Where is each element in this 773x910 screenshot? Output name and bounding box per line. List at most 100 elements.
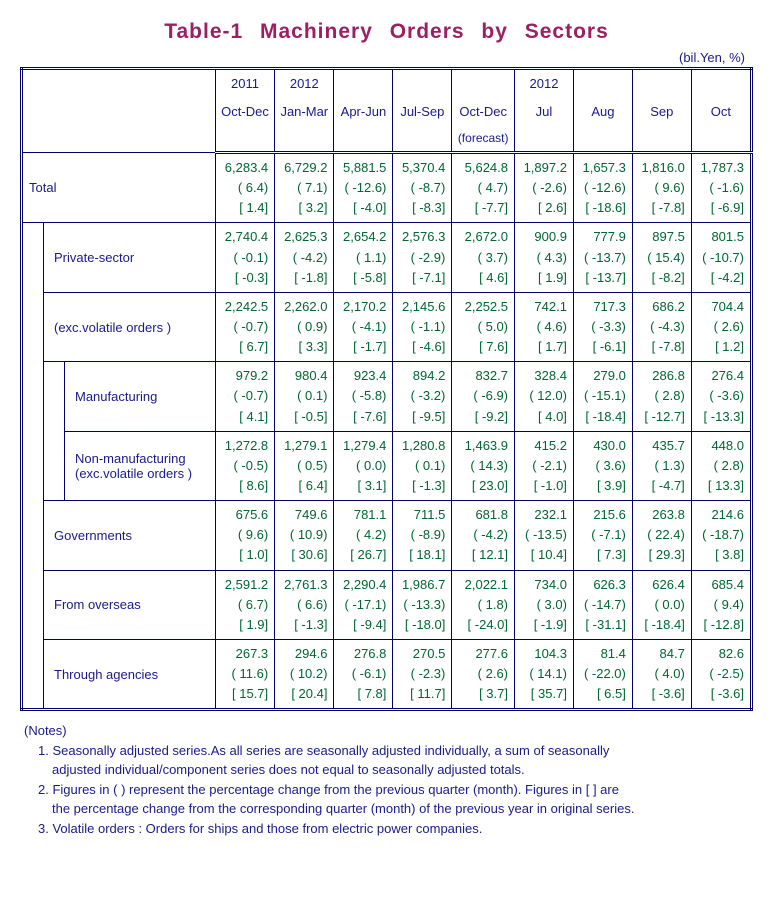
unit-label: (bil.Yen, %) bbox=[20, 50, 753, 65]
col-top-7 bbox=[632, 69, 691, 98]
indent-spacer bbox=[44, 431, 65, 500]
data-cell: 923.4( -5.8)[ -7.6] bbox=[334, 362, 393, 431]
data-cell: 104.3( 14.1)[ 35.7] bbox=[515, 639, 574, 709]
col-sub-8 bbox=[691, 125, 751, 153]
data-cell: 2,242.5( -0.7)[ 6.7] bbox=[215, 292, 274, 361]
note-line: adjusted individual/component series doe… bbox=[52, 760, 753, 780]
row-label: Private-sector bbox=[44, 223, 216, 292]
data-cell: 415.2( -2.1)[ -1.0] bbox=[515, 431, 574, 500]
indent-spacer bbox=[22, 431, 44, 500]
data-cell: 294.6( 10.2)[ 20.4] bbox=[275, 639, 334, 709]
data-cell: 781.1( 4.2)[ 26.7] bbox=[334, 501, 393, 570]
data-cell: 1,657.3( -12.6)[ -18.6] bbox=[573, 153, 632, 223]
data-cell: 2,145.6( -1.1)[ -4.6] bbox=[393, 292, 452, 361]
table-row: (exc.volatile orders )2,242.5( -0.7)[ 6.… bbox=[22, 292, 752, 361]
data-cell: 894.2( -3.2)[ -9.5] bbox=[393, 362, 452, 431]
data-cell: 448.0( 2.8)[ 13.3] bbox=[691, 431, 751, 500]
indent-spacer bbox=[22, 223, 44, 292]
data-cell: 801.5( -10.7)[ -4.2] bbox=[691, 223, 751, 292]
data-cell: 749.6( 10.9)[ 30.6] bbox=[275, 501, 334, 570]
table-title: Table-1 Machinery Orders by Sectors bbox=[20, 20, 753, 44]
row-label: Governments bbox=[44, 501, 216, 570]
indent-spacer bbox=[44, 362, 65, 431]
data-cell: 2,170.2( -4.1)[ -1.7] bbox=[334, 292, 393, 361]
data-cell: 5,370.4( -8.7)[ -8.3] bbox=[393, 153, 452, 223]
data-cell: 286.8( 2.8)[ -12.7] bbox=[632, 362, 691, 431]
indent-spacer bbox=[22, 501, 44, 570]
data-cell: 1,272.8( -0.5)[ 8.6] bbox=[215, 431, 274, 500]
data-cell: 2,576.3( -2.9)[ -7.1] bbox=[393, 223, 452, 292]
data-cell: 2,654.2( 1.1)[ -5.8] bbox=[334, 223, 393, 292]
table-body: Total6,283.4( 6.4)[ 1.4]6,729.2( 7.1)[ 3… bbox=[22, 153, 752, 710]
data-cell: 980.4( 0.1)[ -0.5] bbox=[275, 362, 334, 431]
col-bot-8: Oct bbox=[691, 98, 751, 126]
data-cell: 685.4( 9.4)[ -12.8] bbox=[691, 570, 751, 639]
col-top-2 bbox=[334, 69, 393, 98]
data-cell: 681.8( -4.2)[ 12.1] bbox=[452, 501, 515, 570]
data-cell: 900.9( 4.3)[ 1.9] bbox=[515, 223, 574, 292]
col-bot-7: Sep bbox=[632, 98, 691, 126]
data-cell: 215.6( -7.1)[ 7.3] bbox=[573, 501, 632, 570]
data-cell: 276.4( -3.6)[ -13.3] bbox=[691, 362, 751, 431]
data-cell: 2,591.2( 6.7)[ 1.9] bbox=[215, 570, 274, 639]
data-cell: 1,787.3( -1.6)[ -6.9] bbox=[691, 153, 751, 223]
data-cell: 430.0( 3.6)[ 3.9] bbox=[573, 431, 632, 500]
data-cell: 1,463.9( 14.3)[ 23.0] bbox=[452, 431, 515, 500]
col-top-6 bbox=[573, 69, 632, 98]
data-cell: 1,279.4( 0.0)[ 3.1] bbox=[334, 431, 393, 500]
col-top-0: 2011 bbox=[215, 69, 274, 98]
row-label: Manufacturing bbox=[65, 362, 216, 431]
data-cell: 777.9( -13.7)[ -13.7] bbox=[573, 223, 632, 292]
notes-head: (Notes) bbox=[24, 721, 753, 741]
data-cell: 734.0( 3.0)[ -1.9] bbox=[515, 570, 574, 639]
data-cell: 626.4( 0.0)[ -18.4] bbox=[632, 570, 691, 639]
orders-table: 2011 2012 2012 Oct-Dec Jan-Mar Apr-Jun J… bbox=[20, 67, 753, 711]
data-cell: 2,262.0( 0.9)[ 3.3] bbox=[275, 292, 334, 361]
data-cell: 717.3( -3.3)[ -6.1] bbox=[573, 292, 632, 361]
data-cell: 2,022.1( 1.8)[ -24.0] bbox=[452, 570, 515, 639]
note-line: 2. Figures in ( ) represent the percenta… bbox=[38, 780, 753, 800]
data-cell: 2,672.0( 3.7)[ 4.6] bbox=[452, 223, 515, 292]
data-cell: 1,816.0( 9.6)[ -7.8] bbox=[632, 153, 691, 223]
col-sub-5 bbox=[515, 125, 574, 153]
col-sub-2 bbox=[334, 125, 393, 153]
data-cell: 6,283.4( 6.4)[ 1.4] bbox=[215, 153, 274, 223]
data-cell: 279.0( -15.1)[ -18.4] bbox=[573, 362, 632, 431]
col-bot-4: Oct-Dec bbox=[452, 98, 515, 126]
indent-spacer bbox=[22, 362, 44, 431]
col-bot-1: Jan-Mar bbox=[275, 98, 334, 126]
data-cell: 979.2( -0.7)[ 4.1] bbox=[215, 362, 274, 431]
table-row: Private-sector2,740.4( -0.1)[ -0.3]2,625… bbox=[22, 223, 752, 292]
col-sub-7 bbox=[632, 125, 691, 153]
data-cell: 214.6( -18.7)[ 3.8] bbox=[691, 501, 751, 570]
col-sub-3 bbox=[393, 125, 452, 153]
row-label: Total bbox=[22, 153, 216, 223]
header-blank bbox=[22, 69, 216, 153]
data-cell: 232.1( -13.5)[ 10.4] bbox=[515, 501, 574, 570]
data-cell: 328.4( 12.0)[ 4.0] bbox=[515, 362, 574, 431]
data-cell: 1,279.1( 0.5)[ 6.4] bbox=[275, 431, 334, 500]
col-bot-6: Aug bbox=[573, 98, 632, 126]
notes-block: (Notes) 1. Seasonally adjusted series.As… bbox=[20, 721, 753, 838]
data-cell: 742.1( 4.6)[ 1.7] bbox=[515, 292, 574, 361]
data-cell: 1,986.7( -13.3)[ -18.0] bbox=[393, 570, 452, 639]
data-cell: 2,252.5( 5.0)[ 7.6] bbox=[452, 292, 515, 361]
table-row: Manufacturing979.2( -0.7)[ 4.1]980.4( 0.… bbox=[22, 362, 752, 431]
table-header: 2011 2012 2012 Oct-Dec Jan-Mar Apr-Jun J… bbox=[22, 69, 752, 153]
data-cell: 2,290.4( -17.1)[ -9.4] bbox=[334, 570, 393, 639]
col-bot-0: Oct-Dec bbox=[215, 98, 274, 126]
row-label: From overseas bbox=[44, 570, 216, 639]
row-label: Through agencies bbox=[44, 639, 216, 709]
col-bot-2: Apr-Jun bbox=[334, 98, 393, 126]
note-line: 3. Volatile orders : Orders for ships an… bbox=[38, 819, 753, 839]
data-cell: 267.3( 11.6)[ 15.7] bbox=[215, 639, 274, 709]
data-cell: 686.2( -4.3)[ -7.8] bbox=[632, 292, 691, 361]
table-row: Governments675.6( 9.6)[ 1.0]749.6( 10.9)… bbox=[22, 501, 752, 570]
row-label: Non-manufacturing(exc.volatile orders ) bbox=[65, 431, 216, 500]
col-bot-5: Jul bbox=[515, 98, 574, 126]
col-top-5: 2012 bbox=[515, 69, 574, 98]
data-cell: 675.6( 9.6)[ 1.0] bbox=[215, 501, 274, 570]
data-cell: 5,881.5( -12.6)[ -4.0] bbox=[334, 153, 393, 223]
data-cell: 6,729.2( 7.1)[ 3.2] bbox=[275, 153, 334, 223]
data-cell: 276.8( -6.1)[ 7.8] bbox=[334, 639, 393, 709]
